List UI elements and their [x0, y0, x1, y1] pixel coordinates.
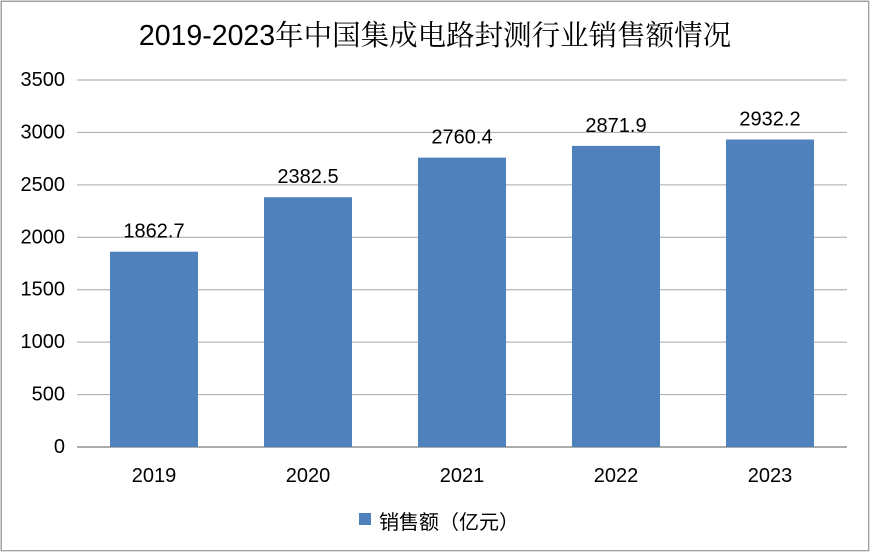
svg-text:2021: 2021	[440, 465, 485, 487]
svg-text:2000: 2000	[21, 226, 66, 248]
svg-text:500: 500	[32, 384, 65, 406]
svg-text:销售额（亿元）: 销售额（亿元）	[379, 511, 519, 534]
svg-text:2932.2: 2932.2	[739, 109, 800, 131]
svg-text:1862.7: 1862.7	[123, 221, 184, 243]
svg-text:2382.5: 2382.5	[277, 166, 338, 188]
svg-text:0: 0	[54, 436, 65, 458]
svg-text:2760.4: 2760.4	[431, 127, 492, 149]
svg-text:2019: 2019	[132, 465, 177, 487]
svg-text:2500: 2500	[21, 174, 66, 196]
svg-text:1000: 1000	[21, 331, 66, 353]
svg-text:3000: 3000	[21, 121, 66, 143]
svg-text:2023: 2023	[748, 465, 793, 487]
svg-text:2871.9: 2871.9	[585, 115, 646, 137]
svg-text:3500: 3500	[21, 69, 66, 91]
svg-text:2022: 2022	[594, 465, 639, 487]
svg-text:2020: 2020	[286, 465, 331, 487]
svg-text:1500: 1500	[21, 279, 66, 301]
